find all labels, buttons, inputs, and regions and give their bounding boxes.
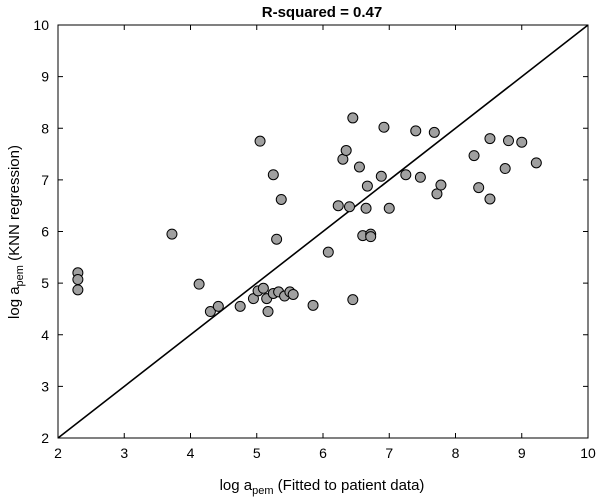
- data-point: [262, 306, 274, 318]
- y-axis-label-suffix: (KNN regression): [6, 145, 23, 265]
- x-tick-label: 4: [187, 445, 195, 461]
- data-point: [234, 300, 246, 312]
- data-point: [428, 126, 440, 138]
- data-point: [204, 306, 216, 318]
- data-point: [166, 228, 178, 240]
- data-point: [468, 150, 480, 162]
- data-point: [72, 284, 84, 296]
- x-tick-label: 5: [253, 445, 261, 461]
- data-point: [414, 171, 426, 183]
- data-point: [257, 282, 269, 294]
- data-point: [271, 233, 283, 245]
- y-tick-label: 8: [41, 120, 49, 136]
- x-tick-label: 9: [518, 445, 526, 461]
- data-point: [353, 161, 365, 173]
- data-point: [484, 193, 496, 205]
- data-point: [72, 274, 84, 286]
- y-tick-label: 4: [41, 327, 49, 343]
- y-axis-label-prefix: log a: [6, 286, 23, 319]
- data-point: [193, 278, 205, 290]
- data-point: [499, 163, 511, 175]
- data-point: [212, 300, 224, 312]
- data-point: [275, 193, 287, 205]
- data-point: [322, 246, 334, 258]
- data-point: [360, 202, 372, 214]
- chart-title: R-squared = 0.47: [262, 4, 382, 21]
- y-tick-label: 5: [41, 275, 49, 291]
- y-axis: 2 3 4 5 6 7 8 9 10: [33, 17, 588, 446]
- x-axis-label: log apem (Fitted to patient data): [220, 477, 425, 497]
- data-point: [287, 288, 299, 300]
- x-tick-label: 3: [120, 445, 128, 461]
- data-point: [375, 170, 387, 182]
- reference-line: [57, 24, 589, 439]
- y-tick-label: 6: [41, 224, 49, 240]
- y-tick-label: 3: [41, 378, 49, 394]
- data-point: [340, 144, 352, 156]
- x-tick-label: 7: [385, 445, 393, 461]
- x-tick-label: 2: [54, 445, 62, 461]
- data-point: [435, 179, 447, 191]
- data-point: [361, 180, 373, 192]
- y-axis-label: log apem (KNN regression): [6, 145, 26, 319]
- data-point: [378, 121, 390, 133]
- y-tick-label: 7: [41, 172, 49, 188]
- data-point: [503, 135, 514, 147]
- data-point: [267, 169, 279, 181]
- data-point: [347, 112, 359, 124]
- plot-area: 2 3 4 5 6 7 8 9 10 2 3 4 5 6 7 8 9 10: [33, 17, 596, 461]
- y-tick-label: 10: [33, 17, 49, 33]
- data-point: [400, 169, 412, 181]
- x-axis-label-suffix: (Fitted to patient data): [274, 477, 425, 494]
- data-point: [332, 200, 344, 212]
- data-points: [72, 112, 542, 318]
- x-axis: 2 3 4 5 6 7 8 9 10: [54, 25, 596, 461]
- data-point: [254, 135, 266, 147]
- y-tick-label: 2: [41, 430, 49, 446]
- data-point: [365, 231, 377, 243]
- x-axis-label-subscript: pem: [252, 485, 273, 497]
- data-point: [344, 201, 355, 213]
- x-axis-label-prefix: log a: [220, 477, 253, 494]
- x-tick-label: 6: [319, 445, 327, 461]
- data-point: [530, 157, 542, 169]
- x-tick-label: 10: [580, 445, 596, 461]
- y-tick-label: 9: [41, 69, 49, 85]
- data-point: [484, 133, 496, 145]
- data-point: [307, 299, 319, 311]
- data-point: [410, 125, 422, 137]
- data-point: [347, 294, 359, 306]
- x-tick-label: 8: [452, 445, 460, 461]
- data-point: [473, 182, 485, 194]
- y-axis-label-subscript: pem: [14, 265, 26, 286]
- data-point: [383, 202, 395, 214]
- data-point: [516, 136, 528, 148]
